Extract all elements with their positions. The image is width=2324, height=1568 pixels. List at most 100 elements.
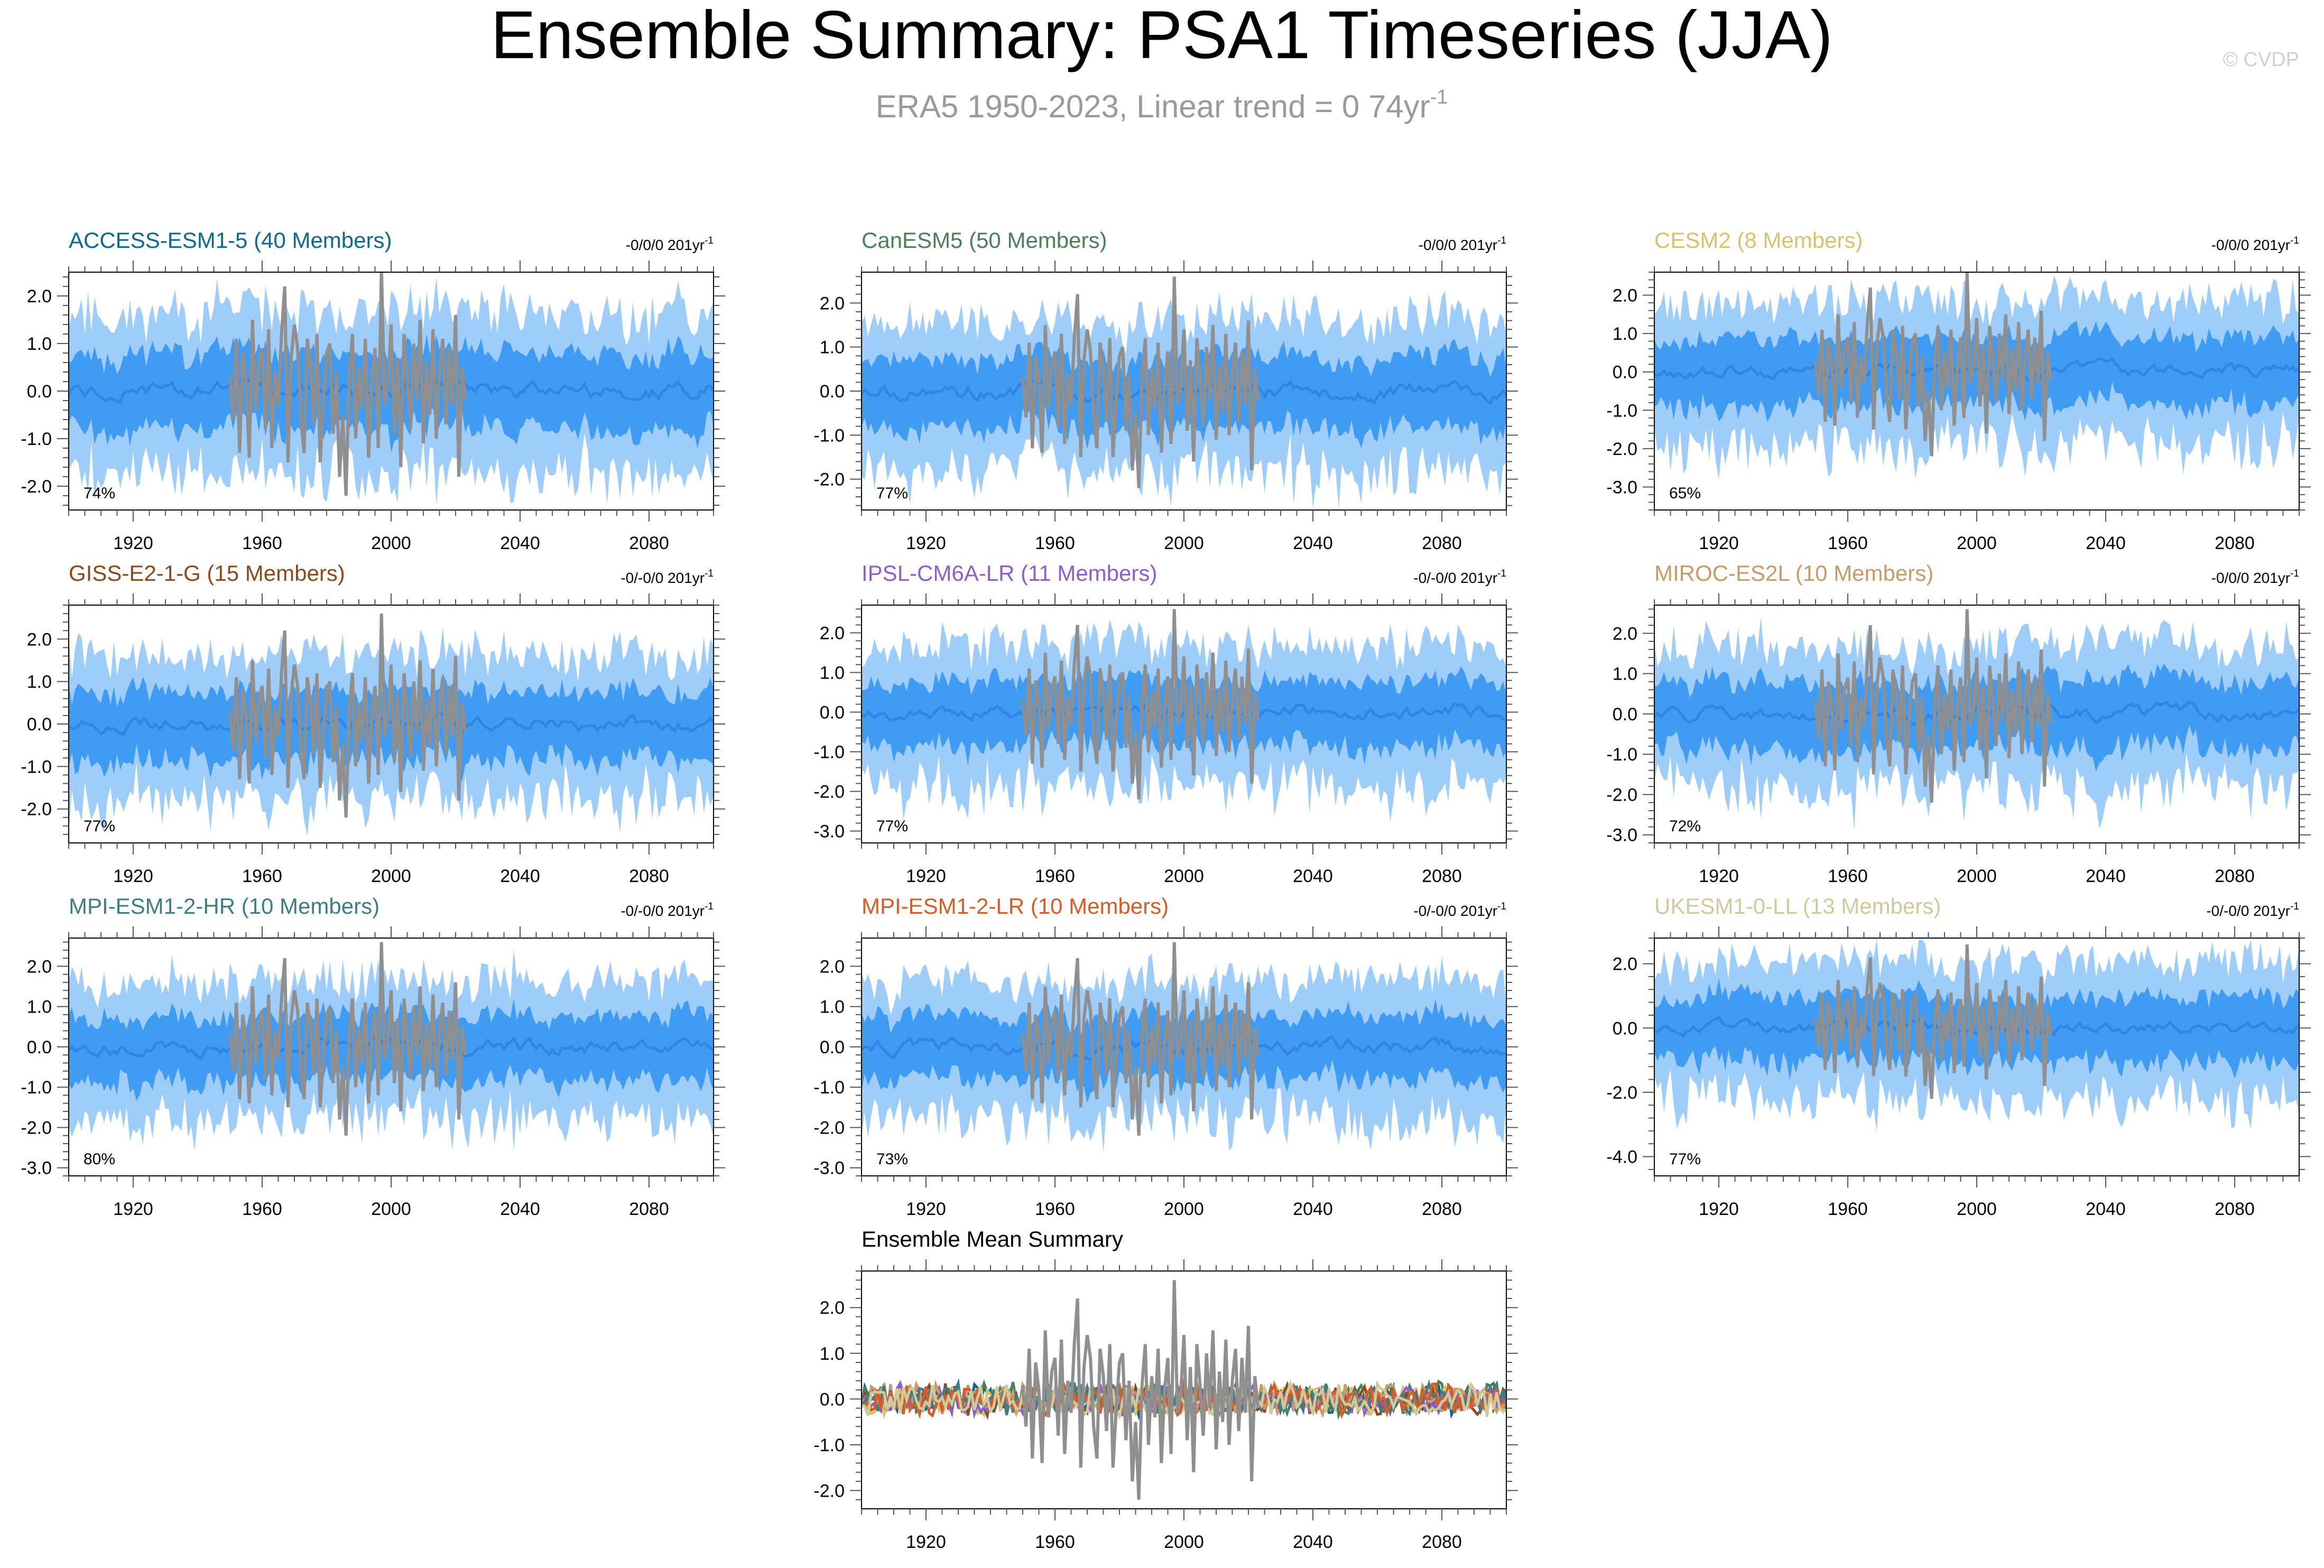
ensemble-mean-line [1654,701,2299,726]
y-tick-label: 0.0 [1613,704,1637,725]
y-tick-label: 0.0 [820,1389,845,1409]
panel-title: MPI-ESM1-2-LR (10 Members) [862,894,1169,918]
x-tick-label: 1920 [906,533,946,553]
x-tick-label: 1920 [1699,1199,1739,1219]
y-tick-label: -1.0 [813,425,845,446]
observed-line [1021,942,1260,1136]
trend-unit-sup: -1 [2290,235,2299,246]
percent-label: 72% [1669,818,1701,835]
y-tick-label: 2.0 [27,629,52,650]
y-tick-label: 0.0 [820,703,845,723]
x-tick-label: 2000 [371,533,411,553]
x-tick-label: 2080 [1422,1199,1462,1219]
y-tick-label: 1.0 [1613,664,1637,684]
y-tick-label: 1.0 [820,997,845,1017]
y-tick-label: 0.0 [1613,1018,1637,1038]
trend-value: -0/-0/0 201yr [621,903,705,919]
trend-value: -0/0/0 201yr [2211,237,2290,253]
trend-label: -0/-0/0 201yr-1 [621,568,714,586]
y-tick-label: -1.0 [21,1078,52,1098]
trend-label: -0/-0/0 201yr-1 [621,901,714,919]
observed-line [1021,609,1260,800]
y-tick-label: 1.0 [27,334,52,354]
trend-value: -0/0/0 201yr [1419,237,1497,253]
trend-unit-sup: -1 [705,235,714,246]
panel-title: CESM2 (8 Members) [1654,228,1863,253]
band-inner [1654,663,2299,772]
plot-area [1654,609,2299,830]
panel-4: GISS-E2-1-G (15 Members) -0/-0/0 201yr-1 1… [21,561,725,886]
plot-area [69,942,714,1152]
model-mean-line-9 [862,1379,1506,1421]
ensemble-mean-line [862,702,1506,722]
x-tick-label: 1920 [906,1199,946,1219]
trend-unit-sup: -1 [1497,235,1506,246]
y-tick-label: 2.0 [1613,624,1637,644]
trend-unit-sup: -1 [705,901,714,912]
x-tick-label: 1960 [242,1199,282,1219]
watermark: © CVDP [2223,49,2299,71]
panel-10: Ensemble Mean Summary 1920 1960 2000 2040 208… [813,1227,1518,1552]
percent-label: 74% [84,485,115,502]
band-inner [1654,978,2299,1080]
figure-title: Ensemble Summary: PSA1 Timeseries (JJA) [490,0,1832,73]
observed-line [1814,272,2053,457]
trend-label: -0/0/0 201yr-1 [2211,235,2299,253]
trend-value: -0/0/0 201yr [2211,570,2290,586]
x-tick-label: 1960 [1828,1199,1868,1219]
percent-label: 77% [876,818,908,835]
x-tick-label: 2000 [1164,1199,1204,1219]
percent-label: 73% [876,1151,908,1168]
x-tick-label: 2040 [500,1199,540,1219]
trend-label: -0/-0/0 201yr-1 [1413,568,1506,586]
x-tick-label: 2000 [1164,866,1204,886]
x-tick-label: 1920 [906,1532,946,1552]
y-tick-label: -2.0 [813,1481,845,1501]
y-tick-label: 2.0 [820,624,845,644]
y-tick-label: -1.0 [813,1078,845,1098]
x-tick-label: 2040 [1293,866,1333,886]
y-tick-label: 2.0 [820,957,845,977]
panel-title: UKESM1-0-LL (13 Members) [1654,894,1941,918]
panels: ACCESS-ESM1-5 (40 Members) -0/0/0 201yr-1… [21,228,2311,1552]
x-tick-label: 1960 [1035,866,1075,886]
x-tick-label: 2000 [1957,1199,1997,1219]
trend-unit-sup: -1 [2290,568,2299,579]
observed-line [1814,609,2053,803]
band-inner [69,998,714,1101]
x-tick-label: 1960 [242,866,282,886]
trend-label: -0/0/0 201yr-1 [1419,235,1506,253]
x-tick-label: 2080 [1422,1532,1462,1552]
y-tick-label: -3.0 [813,1158,845,1179]
trend-unit-sup: -1 [705,568,714,579]
observed-line [1021,276,1260,488]
y-tick-label: -1.0 [813,1435,845,1455]
panel-title: MPI-ESM1-2-HR (10 Members) [69,894,379,918]
plot-area [862,1280,1506,1500]
y-tick-label: 2.0 [1613,286,1637,306]
trend-value: -0/-0/0 201yr [1413,570,1497,586]
x-tick-label: 2080 [2215,866,2255,886]
x-tick-label: 1960 [1828,866,1868,886]
x-tick-label: 2080 [2215,533,2255,553]
ensemble-mean-line [1654,357,2299,383]
y-tick-label: 0.0 [1613,363,1637,383]
y-tick-label: -3.0 [21,1158,52,1179]
y-tick-label: -4.0 [1606,1147,1637,1167]
plot-area [862,276,1506,508]
y-tick-label: 2.0 [820,1298,845,1318]
panel-2: CanESM5 (50 Members) -0/0/0 201yr-1 1920 19… [813,228,1518,553]
y-tick-label: 1.0 [820,338,845,358]
panel-title: ACCESS-ESM1-5 (40 Members) [69,228,392,253]
percent-label: 77% [1669,1151,1701,1168]
y-tick-label: -1.0 [1606,745,1637,765]
y-tick-label: 1.0 [27,672,52,692]
trend-label: -0/-0/0 201yr-1 [1413,901,1506,919]
band-inner [862,666,1506,766]
x-tick-label: 1960 [1035,533,1075,553]
ensemble-mean-line [69,711,714,736]
observed-line [1814,944,2053,1099]
x-tick-label: 2000 [371,1199,411,1219]
y-tick-label: 0.0 [27,715,52,735]
x-tick-label: 2040 [500,866,540,886]
